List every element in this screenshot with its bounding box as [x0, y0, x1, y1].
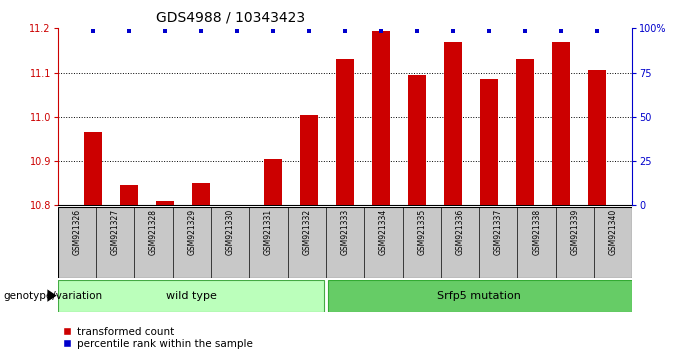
Point — [375, 28, 386, 34]
Bar — [444, 42, 462, 205]
Legend: transformed count, percentile rank within the sample: transformed count, percentile rank withi… — [63, 327, 252, 349]
Point — [556, 28, 566, 34]
Text: GSM921336: GSM921336 — [456, 209, 464, 256]
Text: GSM921339: GSM921339 — [571, 209, 579, 256]
Point — [232, 28, 243, 34]
Text: GSM921331: GSM921331 — [264, 209, 273, 255]
Bar — [552, 42, 571, 205]
Bar — [192, 183, 210, 205]
Text: GSM921327: GSM921327 — [111, 209, 120, 255]
Text: Srfp5 mutation: Srfp5 mutation — [437, 291, 521, 301]
Bar — [328, 280, 632, 312]
Text: GSM921337: GSM921337 — [494, 209, 503, 256]
Point — [88, 28, 99, 34]
Text: GSM921328: GSM921328 — [149, 209, 158, 255]
Text: GSM921338: GSM921338 — [532, 209, 541, 255]
Text: GSM921330: GSM921330 — [226, 209, 235, 256]
Bar — [264, 159, 282, 205]
Bar — [84, 132, 102, 205]
Bar — [120, 185, 138, 205]
Text: genotype/variation: genotype/variation — [3, 291, 103, 301]
Text: GDS4988 / 10343423: GDS4988 / 10343423 — [156, 11, 305, 25]
Point — [268, 28, 279, 34]
Text: GSM921335: GSM921335 — [418, 209, 426, 256]
Point — [196, 28, 207, 34]
Point — [124, 28, 135, 34]
Text: GSM921333: GSM921333 — [341, 209, 350, 256]
Text: wild type: wild type — [167, 291, 218, 301]
Polygon shape — [48, 290, 56, 302]
Point — [411, 28, 422, 34]
Bar — [156, 201, 174, 205]
Text: GSM921332: GSM921332 — [303, 209, 311, 255]
Point — [520, 28, 530, 34]
Point — [483, 28, 494, 34]
Bar — [336, 59, 354, 205]
Bar — [58, 280, 324, 312]
Point — [447, 28, 458, 34]
Point — [304, 28, 315, 34]
Bar — [300, 115, 318, 205]
Bar — [588, 70, 607, 205]
Bar — [480, 79, 498, 205]
Bar — [408, 75, 426, 205]
Text: GSM921329: GSM921329 — [188, 209, 197, 255]
Bar — [372, 30, 390, 205]
Bar — [516, 59, 534, 205]
Text: GSM921334: GSM921334 — [379, 209, 388, 256]
Text: GSM921326: GSM921326 — [73, 209, 82, 255]
Point — [160, 28, 171, 34]
Point — [340, 28, 351, 34]
Point — [592, 28, 602, 34]
Text: GSM921340: GSM921340 — [609, 209, 617, 256]
